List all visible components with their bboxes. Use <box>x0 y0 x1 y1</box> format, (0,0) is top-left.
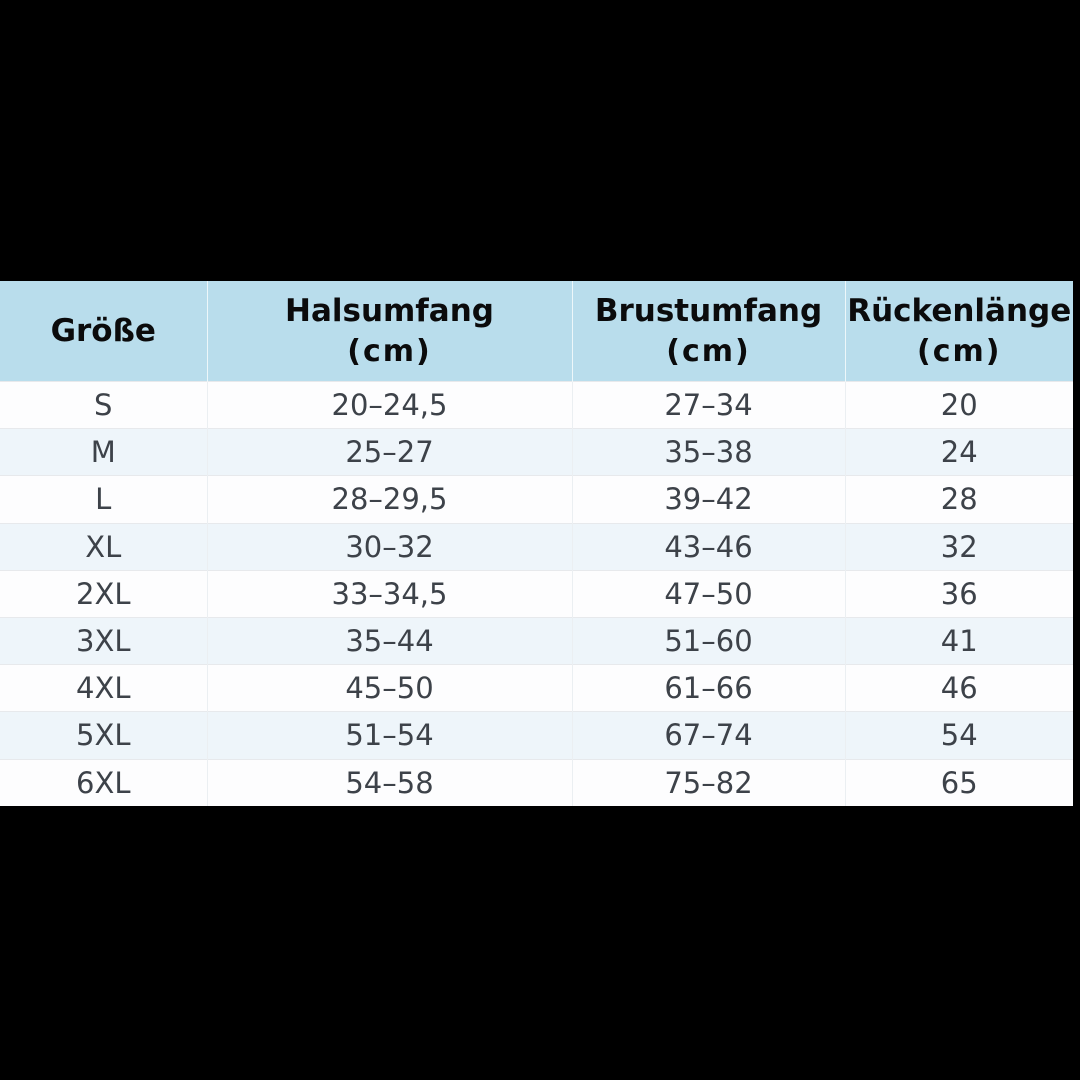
table-header: Größe Halsumfang (cm) Brustumfang (cm) Rücken… <box>0 281 1073 382</box>
table-row: M 25–27 35–38 24 <box>0 428 1073 476</box>
measurement-cell: 39–42 <box>571 475 845 524</box>
size-cell: 5XL <box>0 711 207 759</box>
size-cell: S <box>0 380 207 429</box>
column-header: Größe <box>0 281 207 382</box>
table-body: S 20–24,5 27–34 20 M 25–27 35–38 24 L 28–29,5 39–4… <box>0 380 1073 806</box>
measurement-cell: 47–50 <box>571 569 845 618</box>
measurement-cell: 35–44 <box>206 616 572 665</box>
column-header-label: Rückenlänge <box>847 292 1072 329</box>
measurement-cell: 20 <box>844 380 1073 429</box>
table-row: L 28–29,5 39–42 28 <box>0 475 1073 524</box>
column-header-label: Größe <box>50 312 156 349</box>
measurement-cell: 51–60 <box>571 616 845 665</box>
measurement-cell: 36 <box>844 569 1073 618</box>
measurement-cell: 67–74 <box>571 711 845 759</box>
measurement-cell: 27–34 <box>571 380 845 429</box>
column-header-label: Brustumfang <box>594 292 823 329</box>
table-row: 2XL 33–34,5 47–50 36 <box>0 569 1073 618</box>
measurement-cell: 54 <box>844 711 1073 759</box>
column-header: Halsumfang (cm) <box>206 281 572 382</box>
table-row: 6XL 54–58 75–82 65 <box>0 758 1073 806</box>
size-cell: 6XL <box>0 758 207 806</box>
table-header-row: Größe Halsumfang (cm) Brustumfang (cm) Rücken… <box>0 281 1073 382</box>
size-chart-table: Größe Halsumfang (cm) Brustumfang (cm) Rücken… <box>0 281 1073 806</box>
measurement-cell: 43–46 <box>571 522 845 571</box>
size-cell: M <box>0 428 207 476</box>
size-cell: 2XL <box>0 569 207 618</box>
measurement-cell: 25–27 <box>206 428 572 476</box>
measurement-cell: 61–66 <box>571 664 845 712</box>
measurement-cell: 54–58 <box>206 758 572 806</box>
column-header-unit: (cm) <box>347 333 432 369</box>
measurement-cell: 24 <box>844 428 1073 476</box>
measurement-cell: 45–50 <box>206 664 572 712</box>
measurement-cell: 28–29,5 <box>206 475 572 524</box>
column-header-unit: (cm) <box>666 333 751 369</box>
measurement-cell: 30–32 <box>206 522 572 571</box>
measurement-cell: 51–54 <box>206 711 572 759</box>
table-row: 3XL 35–44 51–60 41 <box>0 616 1073 665</box>
measurement-cell: 20–24,5 <box>206 380 572 429</box>
column-header: Brustumfang (cm) <box>571 281 845 382</box>
measurement-cell: 75–82 <box>571 758 845 806</box>
column-header-unit: (cm) <box>917 333 1002 369</box>
measurement-cell: 35–38 <box>571 428 845 476</box>
size-cell: XL <box>0 522 207 571</box>
measurement-cell: 65 <box>844 758 1073 806</box>
column-header-label: Halsumfang <box>285 292 494 329</box>
measurement-cell: 41 <box>844 616 1073 665</box>
measurement-cell: 33–34,5 <box>206 569 572 618</box>
size-cell: 4XL <box>0 664 207 712</box>
size-cell: L <box>0 475 207 524</box>
table-row: S 20–24,5 27–34 20 <box>0 380 1073 429</box>
measurement-cell: 32 <box>844 522 1073 571</box>
table-row: XL 30–32 43–46 32 <box>0 522 1073 571</box>
size-cell: 3XL <box>0 616 207 665</box>
table-row: 4XL 45–50 61–66 46 <box>0 664 1073 712</box>
measurement-cell: 46 <box>844 664 1073 712</box>
table-row: 5XL 51–54 67–74 54 <box>0 711 1073 759</box>
measurement-cell: 28 <box>844 475 1073 524</box>
column-header: Rückenlänge (cm) <box>844 281 1073 382</box>
